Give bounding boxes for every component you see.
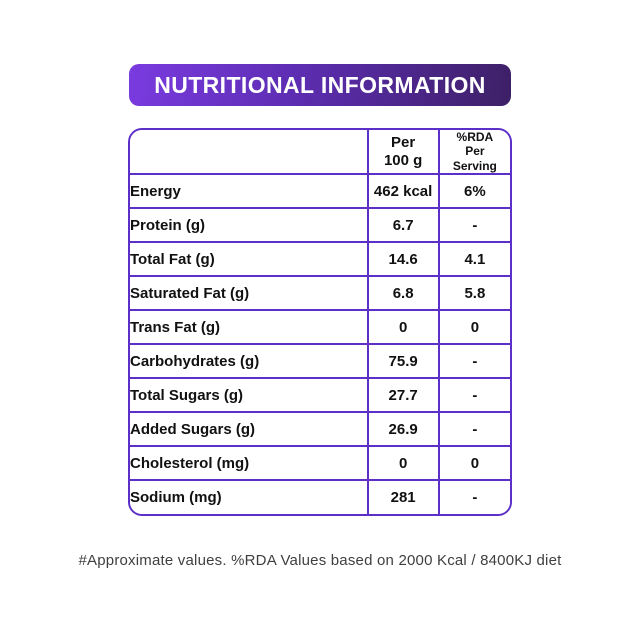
row-per100-value: 27.7 — [367, 378, 440, 414]
table-row-total-fat: Total Fat (g) 14.6 4.1 — [130, 242, 510, 278]
table-row-added-sugars: Added Sugars (g) 26.9 - — [130, 412, 510, 448]
row-rda-value: 0 — [438, 310, 510, 346]
table-row-protein: Protein (g) 6.7 - — [130, 208, 510, 244]
row-label: Trans Fat (g) — [130, 310, 369, 346]
row-rda-value: 4.1 — [438, 242, 510, 278]
row-label: Total Sugars (g) — [130, 378, 369, 414]
approximate-values-note: #Approximate values. %RDA Values based o… — [78, 552, 562, 569]
nutrition-table: Per 100 g %RDA Per Serving Energy 462 kc… — [128, 128, 512, 517]
row-rda-value: - — [438, 412, 510, 448]
nutritional-information-banner: NUTRITIONAL INFORMATION — [129, 64, 511, 106]
table-row-carbohydrates: Carbohydrates (g) 75.9 - — [130, 344, 510, 380]
row-rda-value: - — [438, 344, 510, 380]
row-rda-value: 0 — [438, 446, 510, 482]
row-label: Cholesterol (mg) — [130, 446, 369, 482]
row-per100-value: 462 kcal — [367, 174, 440, 210]
table-row-energy: Energy 462 kcal 6% — [130, 174, 510, 210]
row-label: Protein (g) — [130, 208, 369, 244]
header-blank-cell — [130, 130, 369, 176]
header-rda-line2: Per — [465, 144, 485, 159]
row-rda-value: - — [438, 378, 510, 414]
row-per100-value: 0 — [367, 446, 440, 482]
header-rda-line3: Serving — [452, 158, 497, 173]
row-per100-value: 75.9 — [367, 344, 440, 380]
row-label: Carbohydrates (g) — [130, 344, 369, 380]
table-row-total-sugars: Total Sugars (g) 27.7 - — [130, 378, 510, 414]
table-row-trans-fat: Trans Fat (g) 0 0 — [130, 310, 510, 346]
table-row-cholesterol: Cholesterol (mg) 0 0 — [130, 446, 510, 482]
header-rda-line1: %RDA — [456, 130, 494, 144]
row-label: Sodium (mg) — [130, 480, 369, 515]
row-per100-value: 26.9 — [367, 412, 440, 448]
row-rda-value: 6% — [438, 174, 510, 210]
table-row-sodium: Sodium (mg) 281 - — [130, 480, 510, 515]
row-rda-value: 5.8 — [438, 276, 510, 312]
header-per-100g: Per 100 g — [367, 130, 440, 176]
row-per100-value: 6.7 — [367, 208, 440, 244]
row-per100-value: 0 — [367, 310, 440, 346]
row-rda-value: - — [438, 208, 510, 244]
row-label: Total Fat (g) — [130, 242, 369, 278]
table-header-row: Per 100 g %RDA Per Serving — [130, 130, 510, 176]
row-per100-value: 6.8 — [367, 276, 440, 312]
row-label: Saturated Fat (g) — [130, 276, 369, 312]
page-title: NUTRITIONAL INFORMATION — [154, 71, 486, 98]
row-per100-value: 281 — [367, 480, 440, 515]
table-row-saturated-fat: Saturated Fat (g) 6.8 5.8 — [130, 276, 510, 312]
row-per100-value: 14.6 — [367, 242, 440, 278]
header-per-100g-line1: Per — [391, 134, 416, 152]
row-label: Added Sugars (g) — [130, 412, 369, 448]
row-label: Energy — [130, 174, 369, 210]
header-rda-per-serving: %RDA Per Serving — [438, 130, 510, 176]
row-rda-value: - — [438, 480, 510, 515]
nutrition-table-grid: Per 100 g %RDA Per Serving Energy 462 kc… — [130, 130, 510, 515]
header-per-100g-line2: 100 g — [383, 151, 423, 169]
